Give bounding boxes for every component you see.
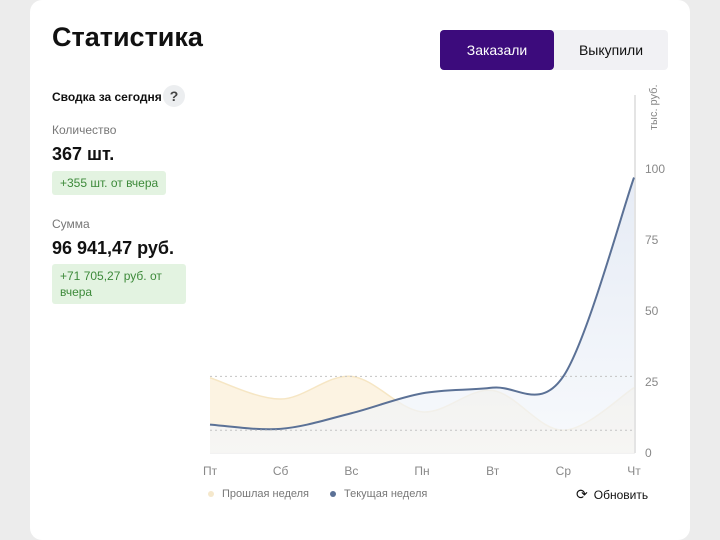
legend-previous[interactable]: Прошлая неделя <box>208 488 309 500</box>
refresh-icon: ⟳ <box>576 486 588 502</box>
quantity-label: Количество <box>52 123 117 137</box>
x-tick-label: Пн <box>414 464 429 478</box>
y-axis-label: тыс. руб. <box>648 84 660 130</box>
y-tick-label: 100 <box>645 162 665 176</box>
x-tick-label: Вс <box>344 464 358 478</box>
summary-title: Сводка за сегодня <box>52 90 162 104</box>
current-week-area <box>210 177 634 453</box>
x-tick-label: Пт <box>203 464 218 478</box>
tab-bought[interactable]: Выкупили <box>578 42 644 58</box>
current-week-line <box>209 177 635 431</box>
legend-label: Прошлая неделя <box>222 488 310 500</box>
sum-value: 96 941,47 руб. <box>52 238 174 258</box>
x-tick-label: Сб <box>273 464 289 478</box>
legend-label: Текущая неделя <box>344 488 428 500</box>
tab-ordered[interactable]: Заказали <box>440 30 554 70</box>
refresh-button[interactable]: ⟳ Обновить <box>576 486 648 503</box>
quantity-value: 367 шт. <box>52 144 115 164</box>
legend-dot-icon <box>330 491 336 497</box>
x-tick-label: Вт <box>486 464 500 478</box>
help-icon[interactable]: ? <box>163 85 185 107</box>
sum-label: Сумма <box>52 217 90 231</box>
y-tick-label: 75 <box>645 233 659 247</box>
x-tick-label: Ср <box>556 464 572 478</box>
y-tick-label: 50 <box>645 304 659 318</box>
sum-delta-badge: +71 705,27 руб. от вчера <box>52 264 186 304</box>
page-title: Статистика <box>52 22 203 52</box>
y-tick-label: 0 <box>645 446 652 460</box>
refresh-label: Обновить <box>593 487 649 502</box>
mode-toggle: Заказали Выкупили <box>440 30 668 70</box>
legend-dot-icon <box>208 491 214 497</box>
x-tick-label: Чт <box>627 464 641 478</box>
sales-chart: 0 25 50 75 100 Пт Сб Вс Пн Вт Ср Чт тыс. руб. <box>203 84 665 478</box>
legend-current[interactable]: Текущая неделя <box>330 488 427 500</box>
y-tick-label: 25 <box>645 375 659 389</box>
quantity-delta-badge: +355 шт. от вчера <box>52 171 167 195</box>
